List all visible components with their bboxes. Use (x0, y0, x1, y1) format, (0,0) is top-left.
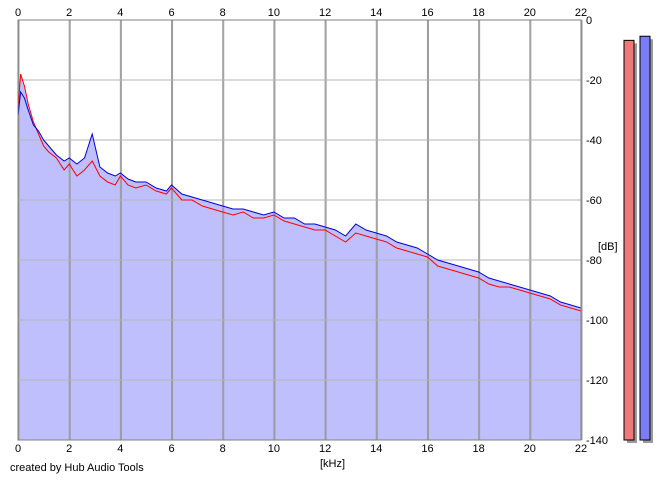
plot-frame (17, 19, 582, 441)
x-tick-label-bottom: 12 (319, 443, 331, 455)
x-tick-label-top: 10 (268, 7, 280, 19)
y-axis-label: [dB] (598, 241, 618, 253)
x-tick-label-bottom: 18 (473, 443, 485, 455)
series-line (17, 73, 582, 312)
x-ticks-top: 0 2 4 6 8 10 12 14 16 18 20 22 (15, 7, 587, 19)
y-tick-label: 0 (586, 15, 592, 27)
x-tick-label-bottom: 14 (370, 443, 382, 455)
y-tick-label: -60 (586, 195, 602, 207)
x-tick-label-bottom: 0 (15, 443, 21, 455)
x-tick-label-top: 12 (319, 7, 331, 19)
x-tick-label-bottom: 6 (168, 443, 174, 455)
x-tick-label-bottom: 16 (421, 443, 433, 455)
meter-left (623, 39, 635, 441)
spectrum-fill (18, 74, 581, 440)
x-tick-label-bottom: 10 (268, 443, 280, 455)
x-tick-label-bottom: 22 (575, 443, 587, 455)
x-tick-label-bottom: 20 (524, 443, 536, 455)
x-tick-label-top: 8 (220, 7, 226, 19)
y-tick-label: -80 (586, 255, 602, 267)
x-tick-label-top: 18 (473, 7, 485, 19)
series-line (17, 90, 582, 309)
x-tick-label-top: 16 (421, 7, 433, 19)
y-tick-label: -100 (586, 315, 608, 327)
spectrum-area (18, 74, 581, 440)
series-lines (17, 73, 582, 312)
level-meters (623, 35, 653, 444)
y-tick-label: -40 (586, 135, 602, 147)
x-tick-label-top: 20 (524, 7, 536, 19)
x-tick-label-top: 0 (15, 7, 21, 19)
x-tick-label-bottom: 4 (117, 443, 123, 455)
x-tick-label-top: 6 (168, 7, 174, 19)
y-tick-label: -140 (586, 435, 608, 447)
x-tick-label-bottom: 2 (66, 443, 72, 455)
x-tick-label-top: 22 (575, 7, 587, 19)
x-axis-label: [kHz] (320, 458, 345, 470)
x-tick-label-top: 4 (117, 7, 123, 19)
y-tick-label: -120 (586, 375, 608, 387)
x-ticks-bottom: 0 2 4 6 8 10 12 14 16 18 20 22 (15, 443, 587, 455)
y-ticks-right: 0 -20 -40 -60 -80 -100 -120 -140 (586, 15, 608, 447)
y-tick-label: -20 (586, 75, 602, 87)
credit-text: created by Hub Audio Tools (10, 462, 144, 474)
x-tick-label-top: 14 (370, 7, 382, 19)
x-tick-label-top: 2 (66, 7, 72, 19)
x-tick-label-bottom: 8 (220, 443, 226, 455)
meter-right (639, 35, 651, 441)
